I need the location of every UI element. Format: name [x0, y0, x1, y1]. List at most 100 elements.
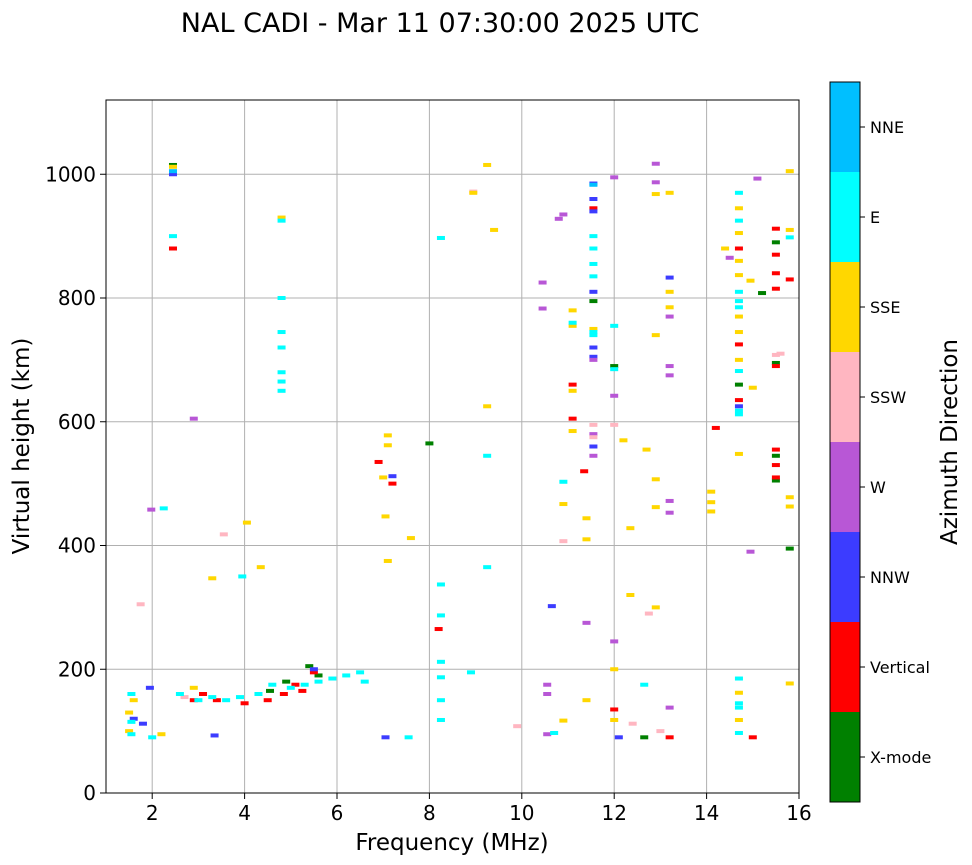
point-sse — [785, 227, 794, 232]
point-nnw — [589, 345, 598, 350]
point-vertical — [388, 481, 397, 486]
point-ssw — [559, 539, 568, 544]
point-sse — [707, 500, 716, 505]
point-sse — [734, 330, 743, 335]
point-nnw — [309, 667, 318, 672]
point-e — [589, 234, 598, 239]
colorbar-tick-label: NNW — [870, 568, 910, 587]
point-e — [436, 659, 445, 664]
point-e — [785, 235, 794, 240]
point-e — [559, 479, 568, 484]
point-w — [543, 692, 552, 696]
point-vertical — [291, 682, 300, 687]
colorbar-segment-w — [830, 442, 860, 532]
point-e — [175, 692, 184, 696]
y-tick-label: 1000 — [45, 162, 96, 186]
point-sse — [379, 475, 388, 480]
point-sse — [734, 357, 743, 362]
point-vertical — [771, 475, 780, 480]
point-e — [568, 320, 577, 325]
point-vertical — [189, 698, 198, 703]
point-sse — [383, 558, 392, 563]
point-sse — [785, 169, 794, 174]
point-e — [436, 698, 445, 703]
x-tick-label: 12 — [601, 801, 626, 825]
chart-title: NAL CADI - Mar 11 07:30:00 2025 UTC — [181, 8, 699, 39]
colorbar: X-mode Vertical NNW W SSW SSE E NNE — [829, 81, 931, 803]
point-sse — [651, 192, 660, 197]
point-sse — [277, 215, 286, 220]
point-e — [589, 274, 598, 279]
point-e — [734, 701, 743, 706]
point-sse — [559, 718, 568, 723]
point-e — [734, 676, 743, 681]
point-e — [277, 330, 286, 335]
point-w — [665, 314, 674, 319]
point-x-mode — [266, 688, 275, 693]
point-nnw — [547, 604, 556, 609]
point-nne — [168, 169, 177, 174]
point-sse — [707, 489, 716, 494]
point-sse — [483, 404, 492, 409]
point-ssw — [219, 532, 228, 537]
point-w — [543, 732, 552, 737]
point-e — [734, 190, 743, 195]
point-sse — [568, 308, 577, 313]
colorbar-tick-label: SSW — [870, 388, 906, 407]
point-e — [127, 732, 136, 737]
point-vertical — [589, 206, 598, 211]
point-e — [277, 296, 286, 300]
point-vertical — [771, 364, 780, 369]
point-ssw — [136, 602, 145, 607]
point-vertical — [263, 698, 272, 703]
colorbar-tick-label: Vertical — [870, 658, 930, 677]
point-x-mode — [425, 441, 434, 446]
point-w — [589, 432, 598, 437]
point-sse — [406, 536, 415, 541]
point-w — [651, 161, 660, 166]
point-e — [734, 305, 743, 310]
point-e — [734, 408, 743, 413]
point-e — [300, 682, 309, 687]
point-e — [194, 698, 203, 703]
point-sse — [785, 504, 794, 509]
point-sse — [125, 710, 134, 715]
y-tick-label: 400 — [58, 534, 96, 558]
point-w — [665, 510, 674, 515]
point-sse — [626, 593, 635, 597]
point-e — [277, 379, 286, 384]
point-sse — [189, 685, 198, 690]
point-nnw — [388, 474, 397, 479]
point-e — [466, 670, 475, 675]
point-nnw — [138, 721, 147, 726]
point-e — [148, 735, 157, 740]
point-e — [208, 695, 217, 700]
point-sse — [256, 565, 265, 570]
point-e — [436, 582, 445, 587]
y-tick-label: 200 — [58, 657, 96, 681]
point-vertical — [748, 735, 757, 740]
point-ssw — [656, 729, 665, 734]
point-ssw — [644, 611, 653, 616]
point-w — [665, 705, 674, 710]
point-vertical — [771, 463, 780, 468]
point-vertical — [734, 342, 743, 347]
point-w — [753, 176, 762, 181]
point-e — [436, 717, 445, 722]
point-e — [277, 370, 286, 375]
point-e — [734, 218, 743, 223]
point-vertical — [309, 670, 318, 675]
point-sse — [125, 729, 134, 734]
point-x-mode — [771, 240, 780, 245]
point-vertical — [785, 277, 794, 282]
point-vertical — [665, 735, 674, 740]
point-sse — [785, 681, 794, 686]
point-w — [589, 453, 598, 458]
y-tick-label: 800 — [58, 286, 96, 310]
axis-ticks: 2 4 6 8 10 12 14 16 0 200 400 600 800 1000 — [45, 162, 812, 825]
point-e — [277, 345, 286, 350]
point-sse — [383, 443, 392, 448]
point-sse — [582, 516, 591, 521]
point-ssw — [610, 422, 619, 427]
point-sse — [665, 190, 674, 195]
